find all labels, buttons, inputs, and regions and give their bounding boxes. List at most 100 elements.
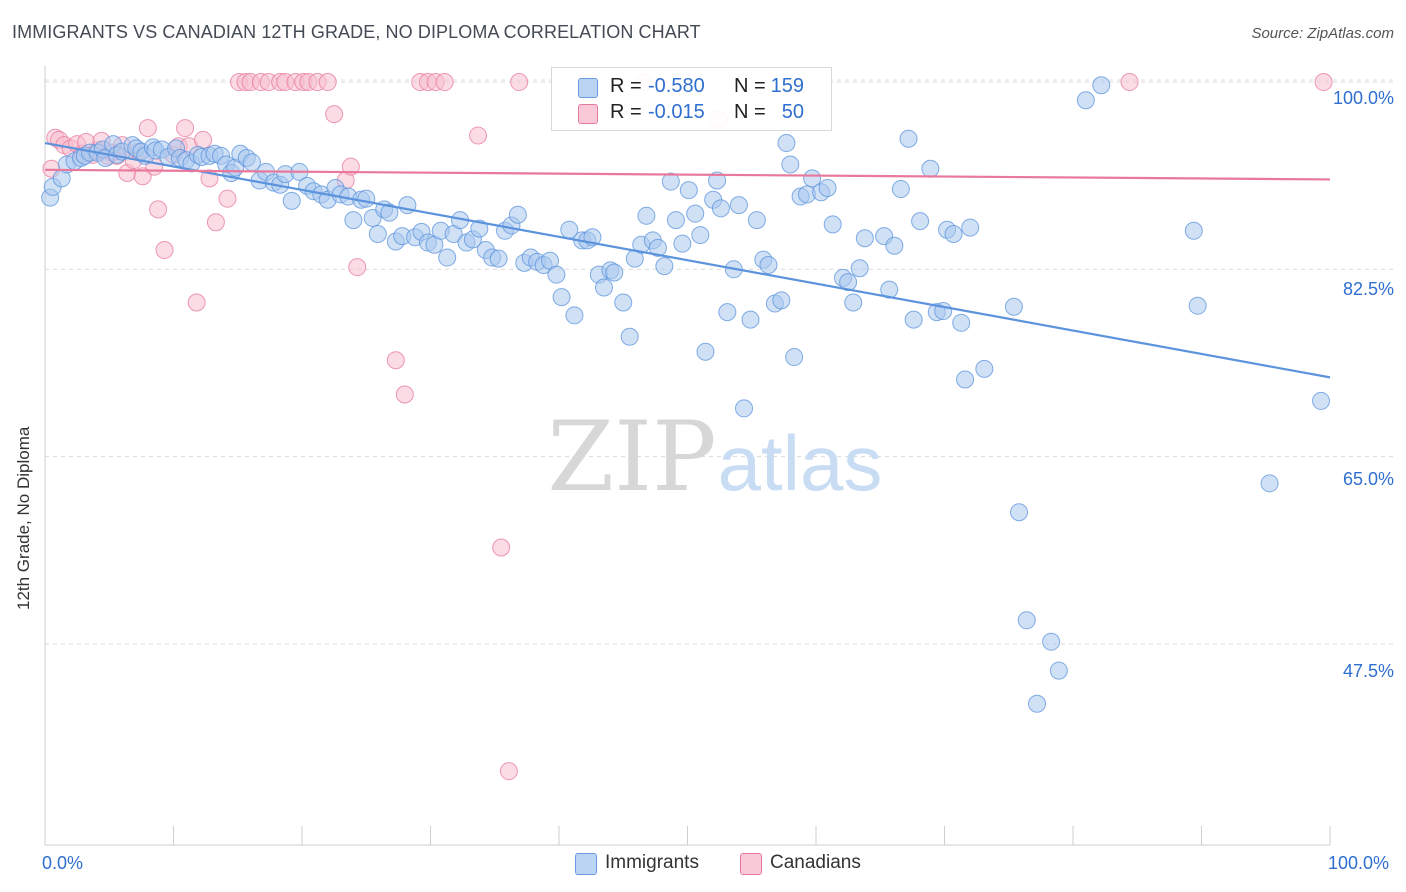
data-point [1004, 297, 1023, 316]
data-point [218, 189, 237, 208]
data-point [759, 256, 778, 275]
data-point [133, 167, 152, 186]
bottom-legend-swatch-immigrants [575, 853, 597, 875]
data-point [696, 342, 715, 361]
data-point [1184, 221, 1203, 240]
data-point [1010, 503, 1029, 522]
data-point [187, 293, 206, 312]
data-point [777, 134, 796, 153]
data-point [510, 73, 529, 92]
data-point [661, 172, 680, 191]
data-point [438, 248, 457, 267]
legend-n-label: N = [734, 101, 766, 123]
data-point [1049, 661, 1068, 680]
watermark-atlas: atlas [718, 419, 883, 507]
data-point [499, 762, 518, 781]
data-point [1028, 694, 1047, 713]
data-point [729, 196, 748, 215]
data-point [648, 238, 667, 257]
data-point [785, 348, 804, 367]
data-point [1092, 76, 1111, 95]
watermark: ZIP atlas [547, 401, 882, 513]
data-point [844, 293, 863, 312]
data-point [850, 259, 869, 278]
data-point [956, 370, 975, 389]
source-label: Source: ZipAtlas.com [1251, 25, 1394, 42]
data-point [803, 169, 822, 188]
data-point [325, 105, 344, 124]
data-point [1120, 73, 1139, 92]
data-point [1076, 91, 1095, 110]
data-point [961, 218, 980, 237]
data-point [149, 200, 168, 219]
data-point [711, 199, 730, 218]
bottom-legend-label-immigrants: Immigrants [605, 852, 699, 873]
legend-n-label: N = [734, 75, 766, 97]
data-point [823, 215, 842, 234]
trend-line [44, 168, 1331, 181]
legend-r-label: R = [610, 75, 642, 97]
data-point [741, 310, 760, 329]
data-point [718, 303, 737, 322]
y-tick-label-82-5: 82.5% [1342, 279, 1394, 299]
legend-n-value: 50 [781, 101, 804, 123]
data-point [911, 212, 930, 231]
stats-legend: R = -0.580 N = 159 R = -0.015 N = 50 [551, 67, 832, 131]
data-point [975, 359, 994, 378]
data-point [686, 204, 705, 223]
data-point [1188, 296, 1207, 315]
data-point [1314, 73, 1333, 92]
data-point [904, 310, 923, 329]
legend-r-value: -0.015 [648, 101, 705, 123]
data-point [679, 181, 698, 200]
data-point [386, 351, 405, 370]
data-point [492, 538, 511, 557]
watermark-zip: ZIP [547, 401, 716, 513]
legend-swatch-immigrants [578, 78, 598, 98]
data-point [395, 385, 414, 404]
data-point [194, 130, 213, 149]
data-point [781, 155, 800, 174]
data-point [318, 73, 337, 92]
trend-lines [44, 141, 1331, 379]
data-point [605, 263, 624, 282]
x-tick-label-min: 0.0% [42, 853, 84, 873]
legend-n-value: 159 [770, 75, 804, 97]
data-point [735, 399, 754, 418]
data-point [552, 288, 571, 307]
y-axis-label: 12th Grade, No Diploma [14, 426, 33, 610]
data-point [944, 224, 963, 243]
data-point [344, 211, 363, 230]
data-point [891, 180, 910, 199]
data-point [614, 293, 633, 312]
data-point [772, 291, 791, 310]
data-point [818, 178, 837, 197]
legend-swatch-canadians [578, 104, 598, 124]
data-point [176, 119, 195, 138]
data-point [206, 213, 225, 232]
data-point [547, 265, 566, 284]
data-point [348, 258, 367, 277]
data-point [594, 278, 613, 297]
x-tick-label-max: 100.0% [1328, 853, 1390, 873]
data-point [708, 171, 727, 190]
data-point [839, 273, 858, 292]
data-point [673, 234, 692, 253]
data-point [921, 159, 940, 178]
bottom-legend-swatch-canadians [740, 853, 762, 875]
data-point [1312, 391, 1331, 410]
data-point [368, 224, 387, 243]
data-point [489, 249, 508, 268]
data-point [899, 129, 918, 148]
data-point [469, 126, 488, 145]
legend-r-value: -0.580 [648, 75, 705, 97]
bottom-legend-label-canadians: Canadians [770, 852, 861, 873]
data-point [138, 119, 157, 138]
data-point [380, 203, 399, 222]
data-point [155, 241, 174, 260]
chart-title: IMMIGRANTS VS CANADIAN 12TH GRADE, NO DI… [12, 22, 701, 42]
legend-r-label: R = [610, 101, 642, 123]
data-point [565, 306, 584, 325]
data-point [952, 313, 971, 332]
y-tick-label-47-5: 47.5% [1342, 661, 1394, 681]
